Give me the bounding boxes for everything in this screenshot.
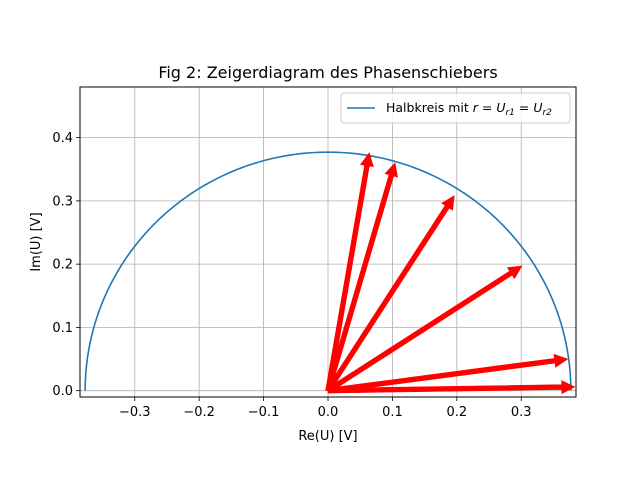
legend: Halbkreis mit r = Ur1 = Ur2 bbox=[340, 92, 571, 124]
legend-box bbox=[340, 92, 571, 124]
phasor-arrow bbox=[325, 195, 455, 393]
semicircle-curve bbox=[84, 151, 572, 391]
phasor-arrow bbox=[327, 380, 576, 395]
legend-eq2: = bbox=[515, 100, 533, 115]
semicircle-series bbox=[84, 151, 572, 391]
y-tick-label: 0.3 bbox=[52, 194, 73, 209]
x-axis-label: Re(U) [V] bbox=[298, 429, 357, 444]
y-axis-label: Im(U) [V] bbox=[29, 212, 44, 271]
phasor-vectors bbox=[325, 152, 576, 395]
x-tick-label: 0.3 bbox=[511, 405, 532, 420]
phasor-arrow bbox=[326, 265, 523, 394]
x-tick-label: 0.2 bbox=[446, 405, 467, 420]
x-tick-label: −0.2 bbox=[183, 405, 215, 420]
y-tick-label: 0.1 bbox=[52, 321, 73, 336]
y-tick-label: 0.2 bbox=[52, 258, 73, 273]
y-tick-label: 0.4 bbox=[52, 131, 73, 146]
y-axis-ticks: 0.0 0.1 0.2 0.3 0.4 bbox=[52, 131, 80, 399]
grid-lines bbox=[80, 87, 576, 397]
legend-sub1: r1 bbox=[505, 108, 514, 118]
phasor-arrow bbox=[325, 162, 398, 392]
legend-eq1: = bbox=[478, 100, 496, 115]
legend-label: Halbkreis mit r = Ur1 = Ur2 bbox=[386, 100, 552, 118]
x-tick-label: 0.1 bbox=[382, 405, 403, 420]
chart-title: Fig 2: Zeigerdiagram des Phasenschiebers bbox=[158, 63, 497, 82]
legend-sub2: r2 bbox=[542, 108, 552, 118]
phasor-arrow bbox=[327, 353, 569, 394]
x-tick-label: −0.1 bbox=[248, 405, 280, 420]
y-tick-label: 0.0 bbox=[52, 384, 73, 399]
legend-r: r bbox=[473, 100, 479, 115]
x-tick-label: 0.0 bbox=[318, 405, 339, 420]
legend-prefix: Halbkreis mit bbox=[386, 100, 473, 115]
legend-u1: U bbox=[496, 100, 505, 115]
x-axis-ticks: −0.3 −0.2 −0.1 0.0 0.1 0.2 0.3 bbox=[119, 397, 532, 420]
legend-u2: U bbox=[533, 100, 542, 115]
x-tick-label: −0.3 bbox=[119, 405, 151, 420]
phasor-arrow bbox=[325, 152, 374, 392]
